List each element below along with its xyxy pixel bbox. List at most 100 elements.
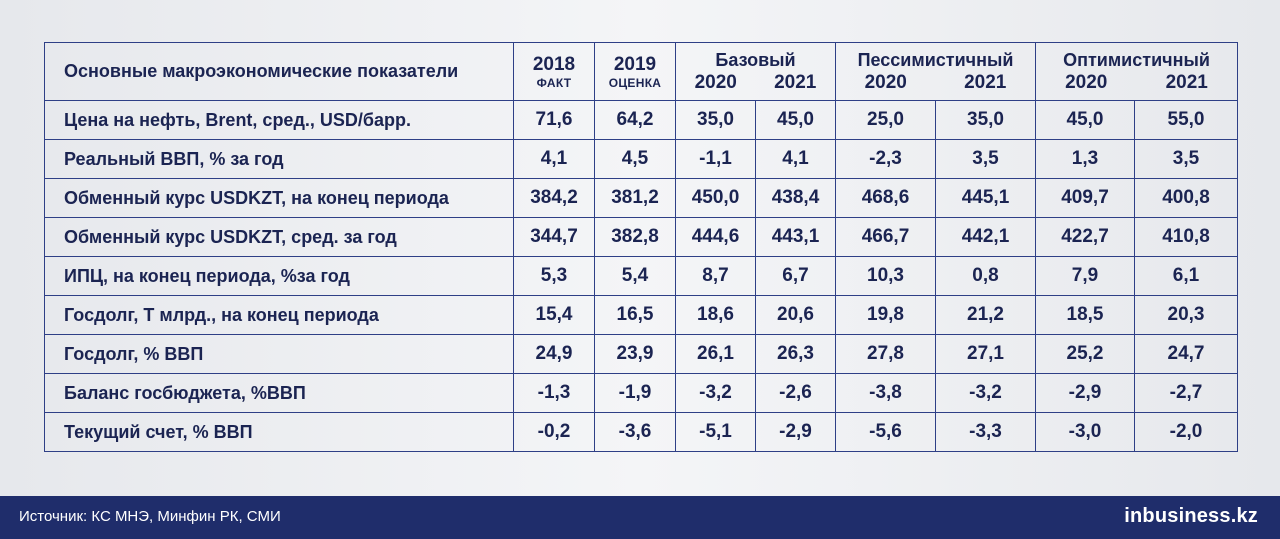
table-cell: 3,5	[1133, 139, 1239, 179]
table-row: Текущий счет, % ВВП -0,2 -3,6 -5,1 -2,9 -5,6-…	[44, 412, 1239, 452]
table-cell: -2,3	[835, 139, 936, 179]
header-scenario-pessimistic: Пессимистичный 2020 2021	[835, 42, 1036, 101]
row-label: Госдолг, Т млрд., на конец периода	[44, 295, 514, 335]
table-cell: 10,3	[835, 256, 936, 296]
row-label: ИПЦ, на конец периода, %за год	[44, 256, 514, 296]
table-row: Госдолг, % ВВП 24,9 23,9 26,1 26,3 27,8 27,1 25…	[44, 334, 1239, 374]
row-label: Цена на нефть, Brent, сред., USD/барр.	[44, 100, 514, 140]
table-cell: -3,2	[935, 373, 1036, 413]
row-label: Реальный ВВП, % за год	[44, 139, 514, 179]
table-body: Цена на нефть, Brent, сред., USD/барр. 71…	[44, 100, 1239, 452]
row-label: Обменный курс USDKZT, на конец периода	[44, 178, 514, 218]
table-cell: 24,9	[513, 334, 595, 374]
table-cell: -2,0	[1133, 412, 1239, 452]
row-label: Обменный курс USDKZT, сред. за год	[44, 217, 514, 257]
table-row: Реальный ВВП, % за год 4,1 4,5 -1,1 4,1 -2,3 3…	[44, 139, 1239, 179]
table-cell: 5,4	[594, 256, 676, 296]
table-cell: -5,6	[835, 412, 936, 452]
scenario-name: Оптимистичный	[1063, 49, 1210, 70]
row-label: Баланс госбюджета, %ВВП	[44, 373, 514, 413]
table-cell: 442,1	[935, 217, 1036, 257]
scenario-year: 2021	[964, 71, 1007, 93]
table-cell: -1,9	[594, 373, 676, 413]
table-cell: 20,3	[1133, 295, 1239, 335]
header-scenario-base: Базовый 2020 2021	[675, 42, 836, 101]
row-label: Текущий счет, % ВВП	[44, 412, 514, 452]
table-row: ИПЦ, на конец периода, %за год 5,3 5,4 8,7 6…	[44, 256, 1239, 296]
table-cell: 6,7	[755, 256, 836, 296]
macro-indicators-table: Основные макроэкономические показатели 2…	[44, 42, 1239, 452]
table-cell: 5,3	[513, 256, 595, 296]
table-cell: 4,1	[755, 139, 836, 179]
table-row: Обменный курс USDKZT, на конец периода 38…	[44, 178, 1239, 218]
table-cell: -3,2	[675, 373, 756, 413]
table-row: Баланс госбюджета, %ВВП -1,3 -1,9 -3,2 -2,6-…	[44, 373, 1239, 413]
table-cell: 0,8	[935, 256, 1036, 296]
table-cell: 18,5	[1035, 295, 1135, 335]
table-cell: 6,1	[1133, 256, 1239, 296]
table-cell: -2,9	[755, 412, 836, 452]
table-cell: 381,2	[594, 178, 676, 218]
table-cell: -5,1	[675, 412, 756, 452]
table-cell: 23,9	[594, 334, 676, 374]
header-scenario-optimistic: Оптимистичный 2020 2021	[1034, 42, 1239, 101]
table-cell: 438,4	[755, 178, 836, 218]
footer-bar: Источник: КС МНЭ, Минфин РК, СМИ inbusin…	[0, 496, 1280, 539]
table-cell: 4,5	[594, 139, 676, 179]
table-cell: 21,2	[935, 295, 1036, 335]
scenario-year: 2021	[1165, 71, 1208, 93]
table-cell: 410,8	[1133, 217, 1239, 257]
table-cell: 344,7	[513, 217, 595, 257]
table-row: Госдолг, Т млрд., на конец периода 15,4 16…	[44, 295, 1239, 335]
table-cell: 444,6	[675, 217, 756, 257]
table-cell: 35,0	[675, 100, 756, 140]
table-cell: 45,0	[755, 100, 836, 140]
header-2019-sub: ОЦЕНКА	[608, 75, 662, 90]
header-2018: 2018 ФАКТ	[513, 42, 595, 101]
scenario-year: 2020	[864, 71, 907, 93]
scenario-name: Пессимистичный	[857, 49, 1014, 70]
table-cell: 26,3	[755, 334, 836, 374]
table-cell: 25,2	[1035, 334, 1135, 374]
table-cell: -2,6	[755, 373, 836, 413]
header-indicators-label: Основные макроэкономические показатели	[44, 42, 514, 101]
table-cell: -3,6	[594, 412, 676, 452]
table-cell: -1,3	[513, 373, 595, 413]
table-cell: 384,2	[513, 178, 595, 218]
table-cell: 382,8	[594, 217, 676, 257]
table-cell: 409,7	[1035, 178, 1135, 218]
header-row: Основные макроэкономические показатели 2…	[44, 42, 1239, 101]
scenario-year: 2020	[1065, 71, 1108, 93]
table-cell: 27,1	[935, 334, 1036, 374]
table-cell: -3,8	[835, 373, 936, 413]
table-cell: -3,3	[935, 412, 1036, 452]
table-cell: -3,0	[1035, 412, 1135, 452]
table-cell: 443,1	[755, 217, 836, 257]
brand-logo[interactable]: inbusiness.kz	[1124, 505, 1258, 527]
table-cell: 8,7	[675, 256, 756, 296]
table-cell: 1,3	[1035, 139, 1135, 179]
table-row: Обменный курс USDKZT, сред. за год 344,7 3…	[44, 217, 1239, 257]
table-cell: 45,0	[1035, 100, 1135, 140]
table-cell: 71,6	[513, 100, 595, 140]
table-cell: -2,9	[1035, 373, 1135, 413]
table-cell: 64,2	[594, 100, 676, 140]
table-cell: 422,7	[1035, 217, 1135, 257]
scenario-name: Базовый	[715, 49, 796, 70]
table-cell: 18,6	[675, 295, 756, 335]
table-cell: 26,1	[675, 334, 756, 374]
header-2019: 2019 ОЦЕНКА	[594, 42, 676, 101]
table-cell: 466,7	[835, 217, 936, 257]
table-cell: -1,1	[675, 139, 756, 179]
table-cell: 445,1	[935, 178, 1036, 218]
table-cell: 35,0	[935, 100, 1036, 140]
table-cell: 400,8	[1133, 178, 1239, 218]
table-cell: 450,0	[675, 178, 756, 218]
table-row: Цена на нефть, Brent, сред., USD/барр. 71…	[44, 100, 1239, 140]
table-cell: 7,9	[1035, 256, 1135, 296]
table-cell: 20,6	[755, 295, 836, 335]
scenario-year: 2020	[694, 71, 737, 93]
row-label: Госдолг, % ВВП	[44, 334, 514, 374]
table-cell: 24,7	[1133, 334, 1239, 374]
header-2019-year: 2019	[613, 53, 657, 75]
